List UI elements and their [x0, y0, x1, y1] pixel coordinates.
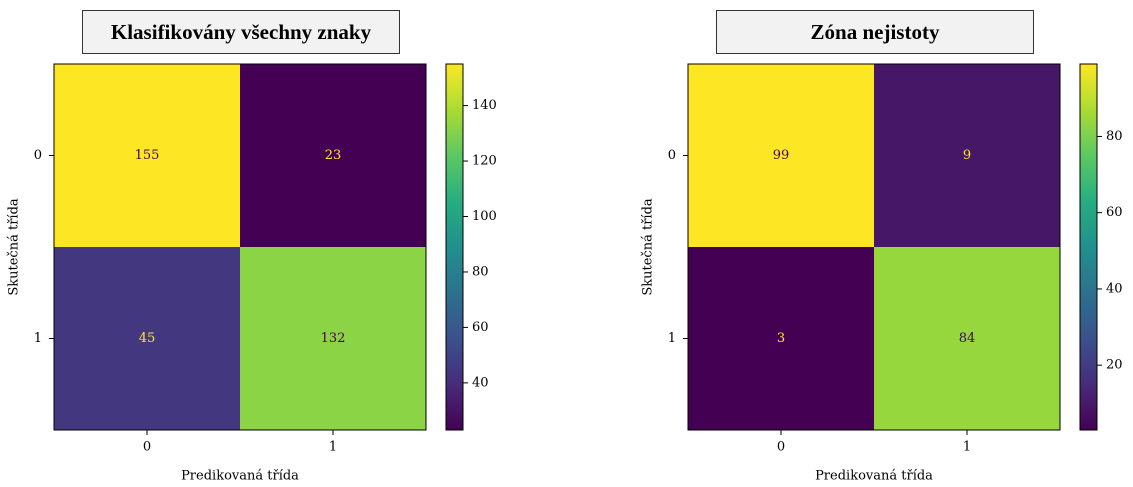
colorbar-tick-label: 40 — [472, 375, 489, 390]
y-tick-label: 0 — [668, 148, 676, 163]
colorbar-tick-label: 60 — [1106, 205, 1123, 220]
cell-value-label: 99 — [773, 148, 790, 163]
y-axis-label: Skutečná třída — [7, 198, 22, 296]
y-tick-label: 1 — [668, 331, 676, 346]
cell-value-label: 45 — [139, 331, 156, 346]
cell-value-label: 132 — [321, 331, 346, 346]
colorbar-tick-label: 20 — [1106, 358, 1123, 373]
matrix-cell — [874, 247, 1060, 430]
matrix-cell — [240, 64, 426, 247]
cell-value-label: 3 — [777, 331, 785, 346]
y-axis-label: Skutečná třída — [641, 198, 656, 296]
y-tick-label: 1 — [34, 331, 42, 346]
cell-value-label: 84 — [959, 331, 976, 346]
plot-frame — [687, 63, 1061, 431]
plot-frame — [53, 63, 427, 431]
colorbar — [1079, 63, 1098, 431]
matrix-cell — [54, 64, 240, 247]
cell-value-label: 9 — [963, 148, 971, 163]
colorbar — [445, 63, 464, 431]
colorbar-tick-label: 100 — [472, 209, 497, 224]
x-tick-label: 0 — [143, 440, 151, 455]
colorbar-tick-label: 140 — [472, 98, 497, 113]
x-axis-label: Predikovaná třída — [181, 469, 299, 484]
matrix-cell — [688, 64, 874, 247]
matrix-cell — [874, 64, 1060, 247]
colorbar-tick-label: 40 — [1106, 281, 1123, 296]
y-tick-label: 0 — [34, 148, 42, 163]
matrix-cell — [54, 247, 240, 430]
confusion-matrix-panel: Klasifikovány všechny znaky 155 23 45 132 0 1… — [0, 0, 560, 487]
colorbar-tick-label: 80 — [1106, 129, 1123, 144]
matrix-cell — [688, 247, 874, 430]
x-tick-label: 1 — [329, 440, 337, 455]
confusion-matrix-chart: 155 23 45 132 0 1 0 1 Predikovaná třída Skutečná … — [7, 63, 497, 484]
confusion-matrix-panel: Zóna nejistoty 99 9 3 84 0 1 0 1 Predikovaná tří… — [634, 0, 1133, 487]
x-tick-label: 1 — [963, 440, 971, 455]
chart-title: Klasifikovány všechny znaky — [82, 10, 400, 54]
cell-value-label: 155 — [135, 148, 160, 163]
colorbar-tick-label: 120 — [472, 154, 497, 169]
colorbar-tick-label: 60 — [472, 320, 489, 335]
cell-value-label: 23 — [325, 148, 342, 163]
x-axis-label: Predikovaná třída — [815, 469, 933, 484]
chart-title: Zóna nejistoty — [716, 10, 1034, 54]
colorbar-tick-label: 80 — [472, 264, 489, 279]
x-tick-label: 0 — [777, 440, 785, 455]
matrix-cell — [240, 247, 426, 430]
